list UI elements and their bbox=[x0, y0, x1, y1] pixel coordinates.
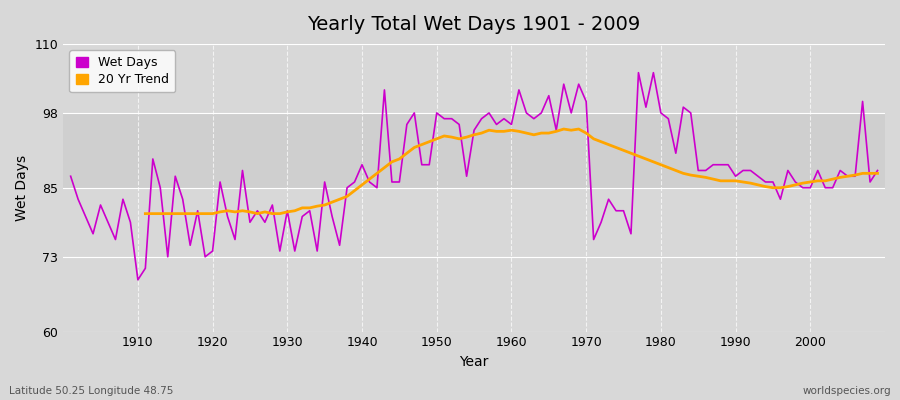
Wet Days bbox=[872, 168, 883, 173]
20 Yr Trend bbox=[311, 204, 322, 208]
Text: worldspecies.org: worldspecies.org bbox=[803, 386, 891, 396]
20 Yr Trend bbox=[528, 132, 539, 137]
Wet Days bbox=[342, 185, 353, 190]
Wet Days bbox=[603, 197, 614, 202]
Wet Days bbox=[633, 70, 643, 75]
20 Yr Trend bbox=[723, 178, 734, 183]
Wet Days bbox=[65, 174, 76, 179]
Wet Days bbox=[132, 277, 143, 282]
20 Yr Trend bbox=[506, 128, 517, 132]
Legend: Wet Days, 20 Yr Trend: Wet Days, 20 Yr Trend bbox=[69, 50, 176, 92]
20 Yr Trend bbox=[558, 127, 569, 132]
20 Yr Trend bbox=[140, 211, 150, 216]
Line: 20 Yr Trend: 20 Yr Trend bbox=[145, 129, 877, 214]
X-axis label: Year: Year bbox=[459, 355, 489, 369]
Wet Days bbox=[514, 88, 525, 92]
20 Yr Trend bbox=[364, 177, 375, 182]
Wet Days bbox=[506, 122, 517, 127]
Bar bbox=[63, 113, 885, 188]
Title: Yearly Total Wet Days 1901 - 2009: Yearly Total Wet Days 1901 - 2009 bbox=[308, 15, 641, 34]
Line: Wet Days: Wet Days bbox=[70, 73, 878, 280]
Wet Days bbox=[297, 214, 308, 219]
20 Yr Trend bbox=[334, 197, 345, 202]
Y-axis label: Wet Days: Wet Days bbox=[15, 155, 29, 221]
20 Yr Trend bbox=[872, 171, 883, 176]
Text: Latitude 50.25 Longitude 48.75: Latitude 50.25 Longitude 48.75 bbox=[9, 386, 174, 396]
Wet Days bbox=[125, 220, 136, 225]
